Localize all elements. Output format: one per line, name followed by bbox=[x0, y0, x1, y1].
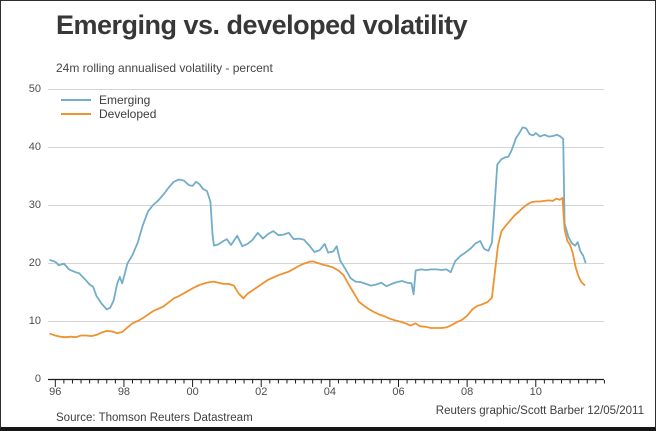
developed-line bbox=[49, 197, 586, 339]
chart-title: Emerging vs. developed volatility bbox=[56, 10, 468, 40]
legend-label-developed: Developed bbox=[99, 107, 157, 121]
legend-label-emerging: Emerging bbox=[99, 93, 151, 107]
x-tick-label-08: 08 bbox=[461, 386, 474, 398]
x-tick-label-96: 96 bbox=[49, 386, 62, 398]
y-tick-label-50: 50 bbox=[28, 82, 41, 95]
legend-swatch-developed bbox=[61, 113, 91, 115]
x-tick-label-00: 00 bbox=[186, 386, 199, 398]
legend-swatch-emerging bbox=[61, 99, 91, 101]
x-tick-label-98: 98 bbox=[117, 386, 131, 398]
x-tick-label-04: 04 bbox=[323, 386, 336, 398]
y-tick-label-20: 20 bbox=[28, 256, 41, 269]
legend-item-emerging: Emerging bbox=[61, 93, 156, 107]
chart-legend: Emerging Developed bbox=[61, 93, 156, 121]
y-tick-label-30: 30 bbox=[28, 198, 41, 211]
x-tick-label-06: 06 bbox=[392, 386, 405, 398]
credit-note: Reuters graphic/Scott Barber 12/05/2011 bbox=[435, 405, 644, 417]
y-tick-label-40: 40 bbox=[28, 140, 41, 153]
y-tick-label-10: 10 bbox=[28, 314, 41, 327]
x-tick-label-02: 02 bbox=[255, 386, 268, 398]
source-note: Source: Thomson Reuters Datastream bbox=[56, 412, 253, 424]
x-tick-label-10: 10 bbox=[529, 386, 542, 398]
emerging-line bbox=[49, 126, 587, 311]
y-tick-label-0: 0 bbox=[34, 372, 41, 385]
chart-subtitle: 24m rolling annualised volatility - perc… bbox=[56, 61, 273, 75]
legend-item-developed: Developed bbox=[61, 107, 156, 121]
